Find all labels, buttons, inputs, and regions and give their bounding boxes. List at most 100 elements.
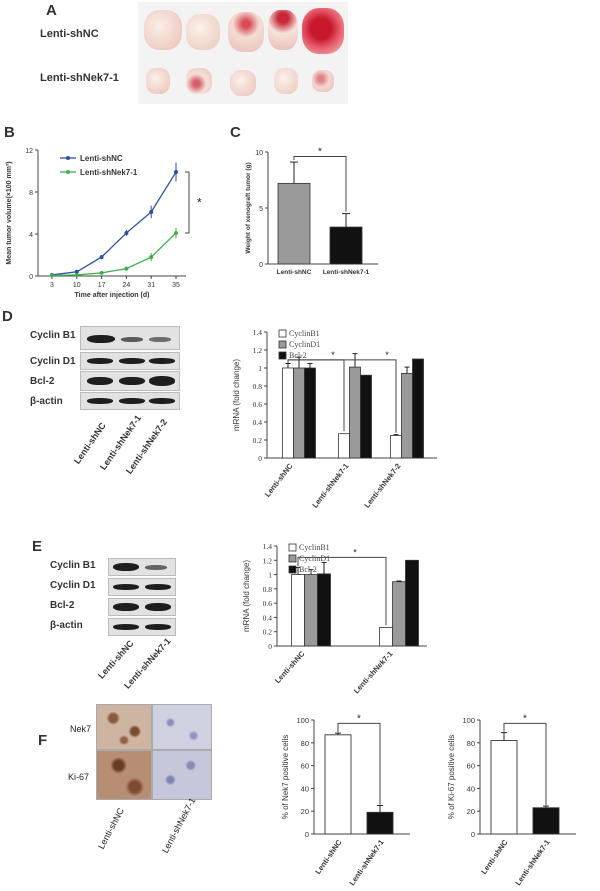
ihc-col-label: Lenti-shNC <box>96 806 126 851</box>
data-point <box>74 272 79 277</box>
legend-label: CyclinB1 <box>299 543 330 552</box>
data-point <box>99 270 104 275</box>
bar <box>291 574 305 647</box>
legend-label: Bcl-2 <box>289 351 307 360</box>
bar <box>277 182 311 265</box>
y-tick-label: 100 <box>462 716 475 725</box>
y-tick-label: 5 <box>259 206 263 213</box>
panel-label-e: E <box>32 538 43 555</box>
chart-f1: 0 20 40 60 80 100 % of Nek7 positive cells Lent… <box>281 713 410 887</box>
significance-marker: * <box>385 350 389 360</box>
legend-marker <box>66 170 70 174</box>
y-tick-label: 0.6 <box>253 400 263 409</box>
bar <box>349 366 361 459</box>
legend-label: Lenti-shNek7-1 <box>80 168 138 177</box>
tumor-photo <box>146 68 170 94</box>
ihc-panel: Nek7 Ki-67 Lenti-shNC Lenti-shNek7-1 <box>60 704 220 855</box>
y-tick-label: 0.4 <box>263 613 273 622</box>
tumor-photo <box>312 70 334 92</box>
significance-bracket <box>288 359 397 433</box>
y-tick-label: 0.2 <box>253 436 263 445</box>
tumor-photo <box>144 10 182 50</box>
y-tick-label: 20 <box>467 807 475 816</box>
legend-swatch <box>278 329 287 338</box>
significance-marker: * <box>357 713 361 724</box>
legend-label: CyclinD1 <box>299 554 330 563</box>
tumor-photo <box>186 68 212 94</box>
tumor-photo <box>274 68 298 94</box>
y-tick-label: 0 <box>471 830 475 839</box>
y-tick-label: 1.4 <box>263 542 273 551</box>
y-tick-label: 1.4 <box>253 328 263 337</box>
legend-marker <box>66 156 70 160</box>
blot-row-label: Cyclin D1 <box>50 580 96 591</box>
y-tick-label: 0 <box>29 274 33 281</box>
ihc-col-label: Lenti-shNek7-1 <box>160 796 198 855</box>
y-tick-label: 0 <box>268 642 272 651</box>
data-point <box>174 230 178 235</box>
y-tick-label: 0.4 <box>253 418 263 427</box>
x-tick-label: Lenti-shNC <box>277 269 312 276</box>
western-blot-e: Cyclin B1 Cyclin D1 Bcl-2 β-actin Lenti-… <box>0 556 215 706</box>
blot-strip <box>80 371 180 391</box>
bar <box>324 734 352 835</box>
blot-strip <box>80 326 180 350</box>
legend-swatch <box>288 565 297 574</box>
x-tick-label: 10 <box>73 282 81 289</box>
data-point <box>50 273 54 278</box>
blot-row-label: Bcl-2 <box>30 376 55 387</box>
y-tick-label: 0 <box>259 262 263 269</box>
y-tick-label: 80 <box>301 739 309 748</box>
bar <box>401 373 413 459</box>
y-tick-label: 80 <box>467 739 475 748</box>
chart-d: 0 0.2 0.4 0.6 0.8 1 1.2 1.4 mRNA (fold change) Cy… <box>232 328 437 510</box>
panel-label-f: F <box>38 732 48 749</box>
bar <box>282 367 294 459</box>
y-tick-label: 40 <box>467 784 475 793</box>
tumor-photo <box>268 10 298 50</box>
x-tick-label: 31 <box>147 282 155 289</box>
y-tick-label: 0.6 <box>263 599 273 608</box>
blot-strip <box>108 618 176 636</box>
y-tick-label: 60 <box>301 762 309 771</box>
bar <box>405 559 419 647</box>
legend-swatch <box>278 340 287 349</box>
x-tick-label: Lenti-shNek7-1 <box>323 269 370 276</box>
x-tick-label: Lenti-shNC <box>479 838 510 876</box>
series-line <box>51 171 177 276</box>
tumor-row-label-shnek7: Lenti-shNek7-1 <box>40 72 119 84</box>
significance-bracket <box>185 171 190 234</box>
y-axis-label: mRNA (fold change) <box>232 359 241 431</box>
y-tick-label: 1 <box>268 571 272 580</box>
y-tick-label: 1.2 <box>263 556 273 565</box>
bar <box>360 374 372 459</box>
bar <box>329 226 363 265</box>
x-tick-label: Lenti-shNek7-1 <box>352 649 395 695</box>
panel-label-b: B <box>4 124 15 141</box>
x-tick-label: 3 <box>50 282 54 289</box>
y-tick-label: 8 <box>29 190 33 197</box>
bar <box>390 435 402 459</box>
bar <box>490 740 518 835</box>
bar <box>379 627 393 647</box>
data-point <box>174 170 178 175</box>
y-tick-label: 0.2 <box>263 628 273 637</box>
bar <box>338 433 350 459</box>
y-axis-label: % of Ki-67 positive cells <box>447 735 456 819</box>
y-axis-label: Mean tumor volume(×100 mm³) <box>6 161 13 264</box>
ihc-image <box>96 704 152 750</box>
significance-marker: * <box>318 146 322 157</box>
y-tick-label: 1.2 <box>253 346 263 355</box>
significance-bracket <box>337 722 381 805</box>
tumor-photo <box>228 12 264 52</box>
blot-row-label: Cyclin B1 <box>30 330 76 341</box>
blot-strip <box>108 578 176 596</box>
y-tick-label: 4 <box>29 232 33 239</box>
blot-row-label: β-actin <box>30 396 63 407</box>
x-axis-label: Time after injection (d) <box>75 292 150 299</box>
panel-label-d: D <box>2 308 13 325</box>
y-tick-label: 40 <box>301 784 309 793</box>
blot-strip <box>80 352 180 370</box>
chart-b: 0 4 8 12 Mean tumor volume(×100 mm³) 3 10 17 24 3… <box>6 148 202 299</box>
ihc-row-label: Nek7 <box>70 724 92 734</box>
